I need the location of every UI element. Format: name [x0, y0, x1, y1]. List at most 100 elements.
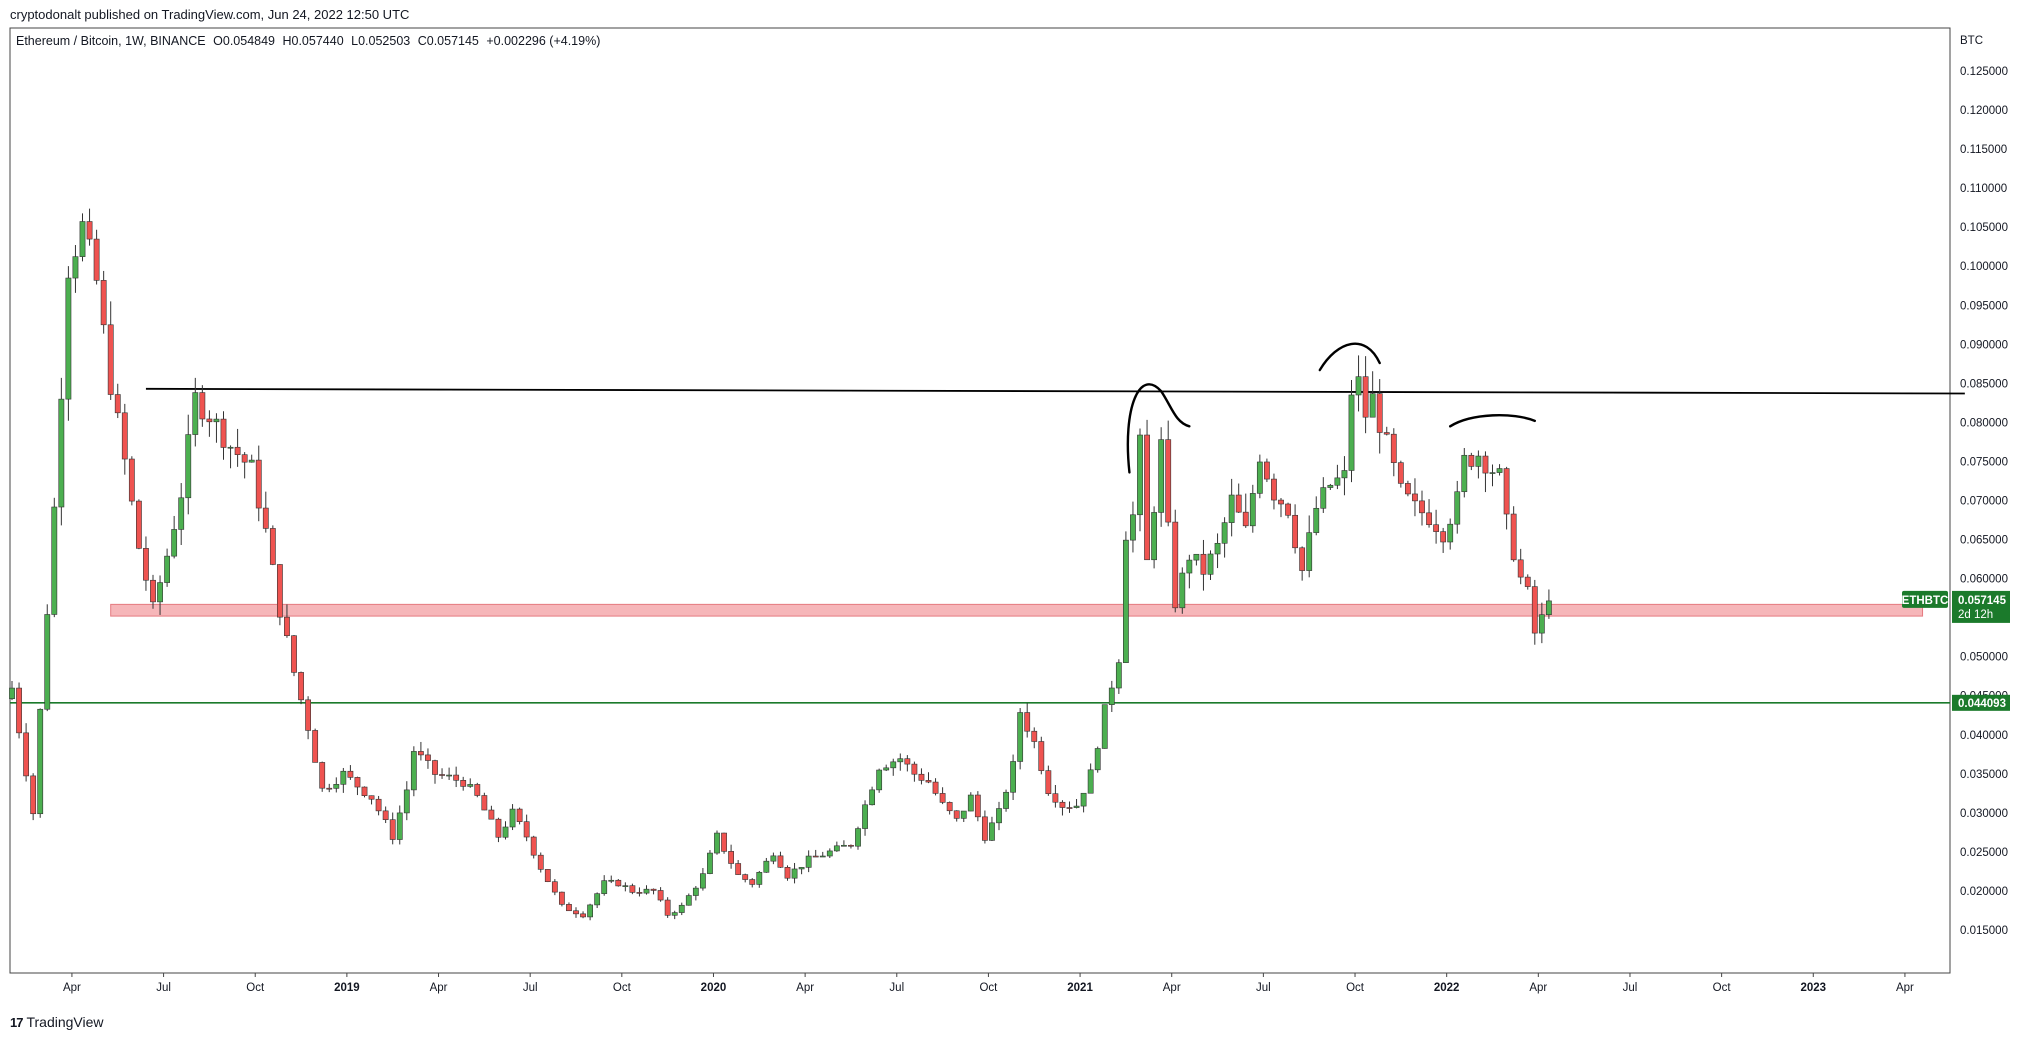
candle-body: [1461, 454, 1468, 493]
candle-down: [735, 860, 742, 875]
candle-body: [481, 795, 488, 811]
candle-body: [883, 767, 890, 771]
candle-body: [939, 793, 946, 803]
candle-up: [960, 810, 967, 822]
candle-up: [890, 758, 897, 776]
candle-down: [1482, 451, 1489, 493]
candle-up: [72, 245, 79, 293]
footer-brand[interactable]: TradingView: [26, 1014, 104, 1030]
candle-up: [798, 867, 805, 875]
candle-up: [340, 767, 347, 793]
candle-body: [248, 459, 255, 463]
candle-up: [164, 548, 170, 587]
candle-down: [1045, 765, 1052, 796]
candle-body: [1059, 801, 1066, 808]
candle-body: [657, 890, 664, 901]
candle-down: [269, 525, 276, 566]
candle-body: [319, 762, 326, 789]
candle-body: [37, 708, 44, 815]
candle-body: [784, 867, 791, 879]
candle-down: [474, 782, 481, 798]
candle-down: [30, 773, 37, 821]
candle-body: [1186, 559, 1193, 574]
candle-down: [107, 301, 114, 400]
right-shoulder-mark: [1449, 414, 1536, 428]
candle-body: [1094, 748, 1101, 771]
candle-down: [86, 208, 93, 246]
y-axis-unit: BTC: [1960, 35, 1983, 47]
x-tick-label: Jul: [1623, 982, 1638, 994]
candle-up: [833, 841, 840, 852]
candle-body: [30, 775, 37, 815]
candle-body: [361, 786, 368, 796]
candle-down: [23, 723, 29, 782]
candle-body: [805, 855, 812, 868]
candle-up: [213, 413, 220, 443]
candle-body: [1454, 491, 1461, 525]
candle-up: [1158, 427, 1165, 527]
candle-up: [791, 862, 798, 884]
candle-up: [446, 767, 452, 780]
symbol-tag-bg: [1902, 590, 1948, 608]
candle-down: [326, 783, 333, 793]
candle-up: [403, 781, 410, 821]
candle-down: [262, 491, 269, 533]
candle-up: [509, 804, 516, 831]
candle-up: [770, 852, 777, 865]
y-tick-label: 0.095000: [1960, 300, 2008, 312]
candle-body: [150, 579, 156, 603]
candle-body: [601, 880, 608, 894]
candle-up: [1207, 550, 1214, 581]
x-tick-label: Oct: [613, 982, 632, 994]
candle-up: [876, 768, 883, 793]
x-tick-label: Apr: [1163, 982, 1181, 994]
candle-down: [904, 755, 911, 772]
candle-body: [636, 892, 643, 894]
candle-body: [925, 780, 932, 783]
candle-down: [1376, 379, 1383, 454]
candle-body: [678, 904, 685, 913]
y-tick-label: 0.115000: [1960, 144, 2007, 156]
candle-up: [594, 892, 601, 909]
plot-frame: [9, 27, 1951, 974]
candle-down: [389, 812, 396, 845]
candle-down: [1052, 785, 1059, 808]
candle-down: [1503, 466, 1510, 530]
candle-body: [685, 895, 692, 906]
candle-body: [509, 808, 516, 828]
candle-body: [312, 730, 319, 763]
candle-body: [558, 891, 565, 905]
candle-down: [1433, 509, 1439, 544]
candle-body: [1362, 376, 1369, 418]
candle-body: [333, 784, 340, 789]
candle-down: [121, 403, 128, 475]
candle-up: [1193, 553, 1200, 566]
candle-up: [227, 445, 234, 469]
candle-body: [291, 635, 297, 673]
candle-body: [305, 699, 311, 731]
candle-body: [326, 787, 333, 790]
candle-down: [1362, 356, 1369, 434]
footer[interactable]: 17 TradingView: [10, 1014, 104, 1030]
candle-up: [1306, 515, 1313, 578]
candle-body: [114, 394, 121, 414]
candle-body: [1066, 807, 1073, 809]
candle-body: [79, 221, 86, 257]
candle-body: [107, 324, 114, 395]
candle-down: [721, 832, 727, 854]
candle-body: [368, 795, 375, 800]
close-value: C0.057145: [417, 34, 479, 48]
x-tick-label: 2020: [701, 982, 727, 994]
candle-down: [1285, 502, 1291, 519]
candle-down: [981, 810, 988, 844]
price-tag-bg: [1952, 590, 2010, 623]
y-tick-label: 0.060000: [1960, 574, 2008, 586]
candle-up: [1221, 517, 1228, 558]
candle-body: [749, 879, 756, 885]
candle-body: [23, 732, 29, 777]
candle-down: [1292, 504, 1298, 554]
candle-body: [1327, 484, 1334, 488]
candle-body: [742, 874, 749, 880]
y-tick-label: 0.020000: [1960, 886, 2008, 898]
